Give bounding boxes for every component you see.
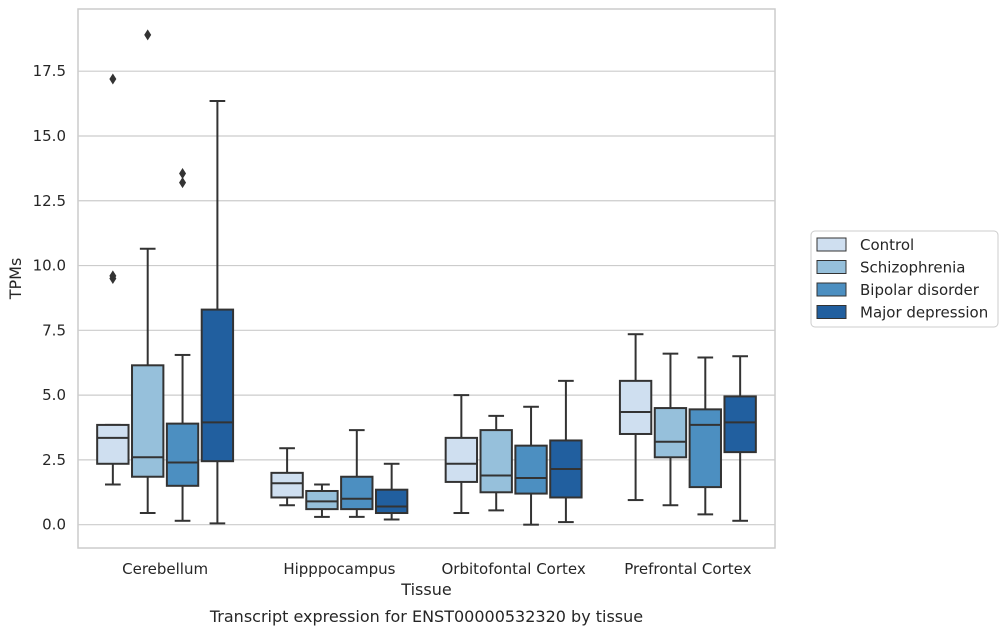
box-0-2 [165, 168, 200, 522]
legend-label: Major depression [860, 304, 988, 322]
box-0-0 [96, 73, 130, 486]
box-2-3 [549, 379, 583, 524]
box-body [200, 308, 235, 463]
y-tick-label: 0.0 [42, 516, 66, 534]
box-0-1 [131, 29, 165, 515]
outlier-point [179, 177, 187, 189]
outlier-point [144, 29, 152, 41]
legend-swatch [816, 237, 847, 252]
box-2-0 [444, 394, 479, 515]
x-tick-label: Cerebellum [122, 560, 208, 578]
legend-label: Schizophrenia [860, 259, 965, 277]
box-3-2 [688, 356, 722, 516]
box-2-1 [479, 414, 513, 512]
box-1-2 [340, 429, 374, 518]
figure-caption: Transcript expression for ENST0000053232… [209, 607, 643, 626]
box-body [688, 408, 722, 489]
box-body [305, 489, 339, 511]
legend-label: Control [860, 236, 914, 254]
box-2-2 [514, 405, 548, 526]
y-tick-label: 10.0 [33, 257, 66, 275]
box-body [340, 475, 374, 511]
legend-label: Bipolar disorder [860, 281, 980, 299]
x-tick-label: Orbitofontal Cortex [442, 560, 586, 578]
box-3-1 [653, 352, 688, 507]
y-tick-label: 2.5 [42, 451, 66, 469]
box-body [270, 471, 304, 499]
y-tick-label: 12.5 [33, 192, 66, 210]
legend: Control Schizophrenia Bipolar disorder Majo… [810, 230, 999, 328]
box-body [444, 436, 479, 483]
box-0-3 [200, 99, 235, 525]
outlier-point [109, 73, 117, 85]
box-body [165, 422, 200, 487]
y-axis-title: TPMs [6, 258, 25, 301]
box-1-0 [270, 447, 304, 507]
legend-swatch [816, 282, 847, 297]
x-axis-title: Tissue [400, 580, 451, 599]
box-body [131, 364, 165, 478]
box-body [374, 488, 409, 515]
legend-swatch [816, 305, 847, 319]
box-body [514, 444, 548, 495]
x-tick-labels: Cerebellum Hipppocampus Orbitofontal Corte… [122, 560, 751, 578]
box-3-3 [723, 355, 757, 522]
legend-swatch [816, 260, 847, 274]
plot-frame [77, 8, 776, 549]
outlier-point [109, 270, 117, 282]
x-tick-label: Prefrontal Cortex [624, 560, 751, 578]
box-body [618, 379, 653, 435]
box-body [653, 407, 688, 459]
y-tick-label: 5.0 [42, 386, 66, 404]
y-tick-label: 17.5 [33, 62, 66, 80]
box-body [96, 423, 130, 465]
box-body [723, 395, 757, 454]
box-body [479, 429, 513, 494]
x-tick-label: Hipppocampus [283, 560, 395, 578]
box-3-0 [618, 333, 653, 502]
box-1-3 [374, 462, 409, 521]
legend-frame [810, 230, 999, 328]
box-1-1 [305, 483, 339, 518]
boxes [96, 29, 757, 526]
y-tick-label: 15.0 [33, 127, 66, 145]
outlier-point [179, 168, 187, 180]
y-tick-labels: 0.0 2.5 5.0 7.5 10.0 12.5 15.0 17.5 [33, 62, 66, 533]
y-tick-label: 7.5 [42, 321, 66, 339]
